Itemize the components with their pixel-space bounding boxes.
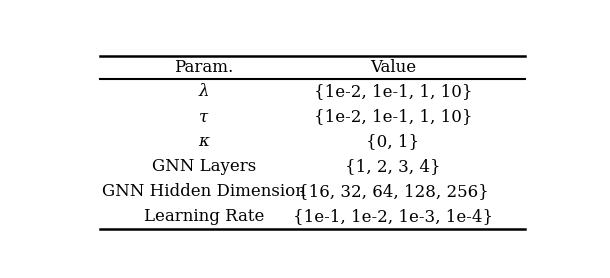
Text: {1e-1, 1e-2, 1e-3, 1e-4}: {1e-1, 1e-2, 1e-3, 1e-4}	[293, 208, 493, 225]
Text: {1, 2, 3, 4}: {1, 2, 3, 4}	[345, 158, 441, 175]
Text: {1e-2, 1e-1, 1, 10}: {1e-2, 1e-1, 1, 10}	[314, 83, 472, 100]
Text: {16, 32, 64, 128, 256}: {16, 32, 64, 128, 256}	[298, 183, 489, 200]
Text: GNN Hidden Dimension: GNN Hidden Dimension	[102, 183, 306, 200]
Text: GNN Layers: GNN Layers	[152, 158, 256, 175]
Text: κ: κ	[198, 133, 209, 150]
Text: Learning Rate: Learning Rate	[144, 208, 264, 225]
Text: Param.: Param.	[174, 59, 234, 76]
Text: τ: τ	[199, 108, 209, 125]
Text: Value: Value	[370, 59, 416, 76]
Text: λ: λ	[199, 83, 209, 100]
Text: {0, 1}: {0, 1}	[367, 133, 420, 150]
Text: {1e-2, 1e-1, 1, 10}: {1e-2, 1e-1, 1, 10}	[314, 108, 472, 125]
